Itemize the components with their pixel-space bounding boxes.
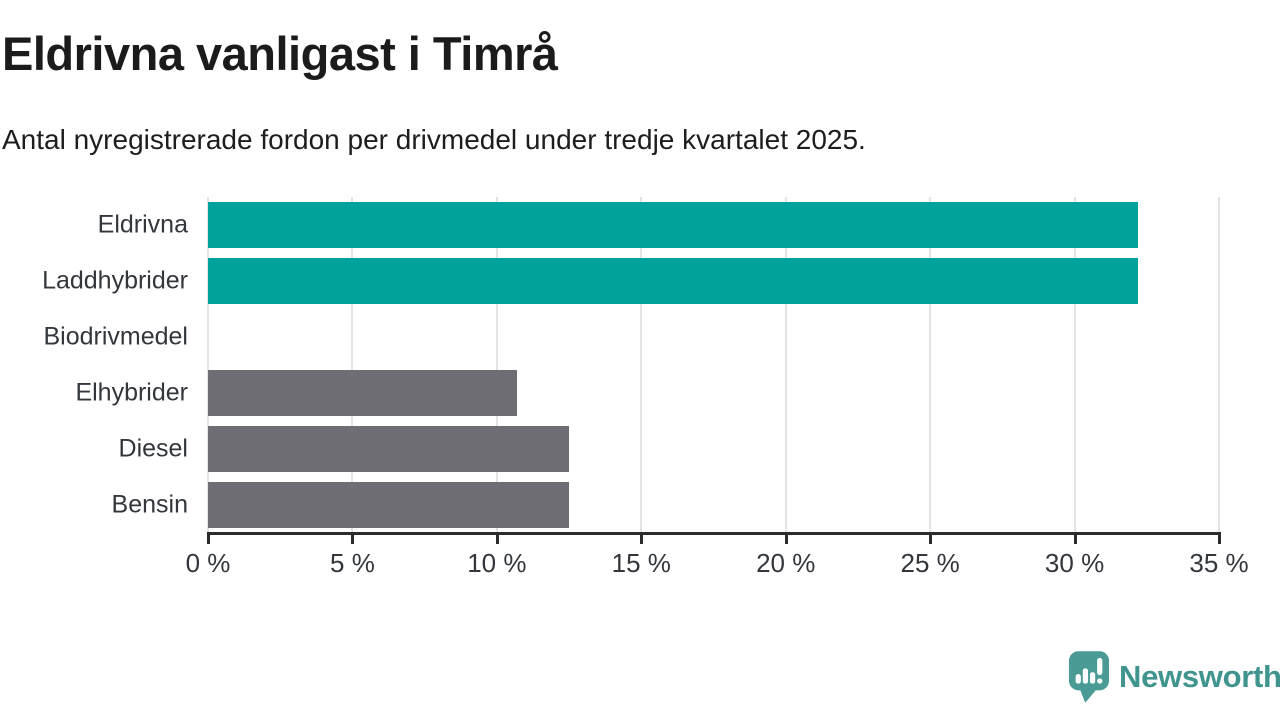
axis-tick [207,532,210,544]
axis-tick [784,532,788,544]
category-label: Biodrivmedel [43,322,188,351]
bar-row: Biodrivmedel [43,309,1219,365]
gridline [784,197,787,533]
gridline [495,197,498,533]
x-axis-line [208,532,1219,535]
axis-tick-label: 20 % [756,548,816,578]
axis-tick-label: 5 % [330,548,375,578]
axis-tick [1218,532,1221,544]
bar-row: Diesel [119,421,1219,477]
axis-tick [1073,532,1077,544]
bar [208,482,570,528]
chart-title: Eldrivna vanligast i Timrå [2,27,558,80]
bar [208,370,518,416]
bar [208,202,1139,248]
bar-row: Eldrivna [98,197,1219,253]
gridline [207,197,209,533]
axis-tick-label: 0 % [185,548,231,578]
chart-subtitle: Antal nyregistrerade fordon per drivmede… [2,124,866,155]
bar-row: Elhybrider [75,365,1219,421]
gridline [351,197,354,533]
category-label: Eldrivna [97,210,188,239]
gridline [1073,197,1076,533]
axis-tick [640,532,644,544]
newsworthy-logo-icon [1068,651,1110,703]
axis-tick-label: 10 % [467,548,527,578]
category-label: Elhybrider [75,378,188,407]
axis-tick-label: 35 % [1189,548,1249,578]
bar-rows: Eldrivna Laddhybrider Biodrivmedel Elhybrid… [42,197,1219,533]
axis-tick [495,532,499,544]
gridline [929,197,932,533]
newsworthy-logo-text: Newsworthy [1119,658,1280,694]
bar-row: Laddhybrider [42,253,1219,309]
newsworthy-logo: Newsworthy [1068,650,1280,703]
gridline [1218,197,1220,533]
bar-row: Bensin [112,477,1219,533]
category-label: Diesel [118,434,188,463]
category-label: Bensin [111,490,188,519]
axis-tick [929,532,933,544]
gridlines [207,197,1220,533]
axis-tick-label: 25 % [900,548,960,578]
axis-tick-label: 15 % [611,548,671,578]
gridline [640,197,643,533]
category-label: Laddhybrider [42,266,188,295]
axis-tick-label: 30 % [1044,548,1105,578]
axis-tick [351,532,355,544]
bar-chart-plot-area: Eldrivna Laddhybrider Biodrivmedel Elhybrid… [42,197,1220,533]
bar [208,426,570,472]
bar [208,258,1139,304]
